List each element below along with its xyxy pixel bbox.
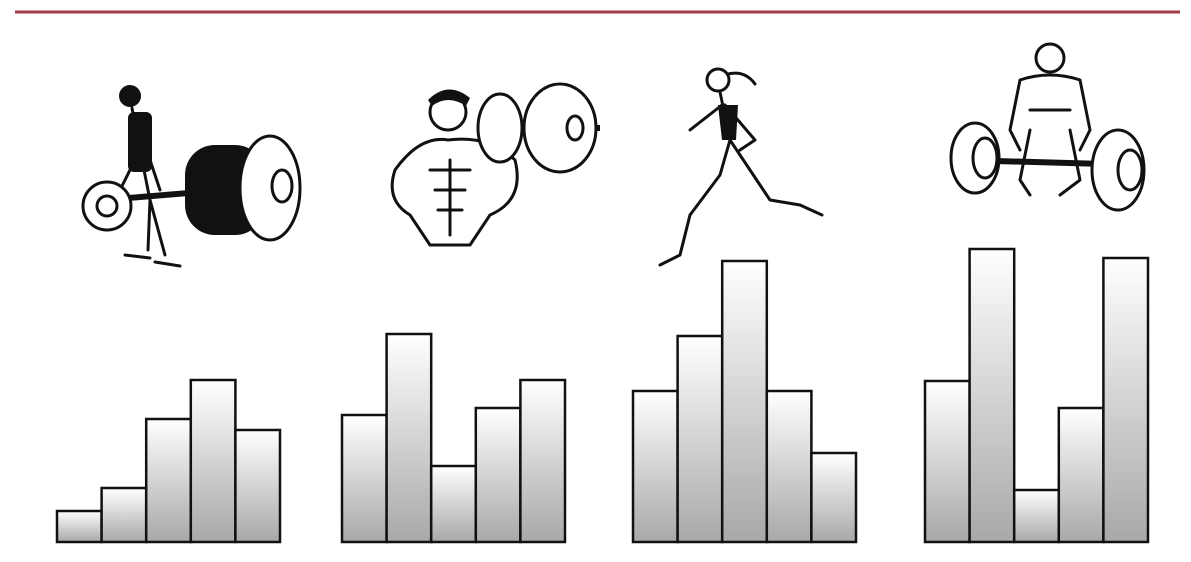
bar (811, 453, 856, 542)
bar (722, 261, 767, 542)
bar (970, 249, 1015, 542)
bar (1059, 408, 1104, 542)
bar (57, 511, 102, 542)
bar (1103, 258, 1148, 542)
bar (342, 415, 387, 542)
bar (102, 488, 147, 542)
bar (633, 391, 678, 542)
bar (767, 391, 812, 542)
bar (431, 466, 476, 542)
bar (925, 381, 970, 542)
page: (() => { const data = JSON.parse(documen… (0, 0, 1191, 562)
bar (678, 336, 723, 542)
bar (520, 380, 565, 542)
bar (235, 430, 280, 542)
bar (1014, 490, 1059, 542)
bar (191, 380, 236, 542)
bar (387, 334, 432, 542)
bar (146, 419, 191, 542)
slide (0, 0, 1191, 562)
bar (476, 408, 521, 542)
